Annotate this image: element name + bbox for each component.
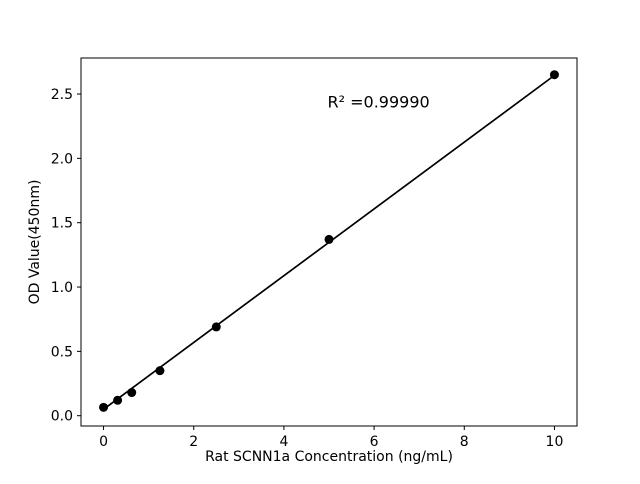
plot-content xyxy=(99,70,559,412)
y-axis-label: OD Value(450nm) xyxy=(27,180,43,305)
data-point xyxy=(155,366,165,376)
plot-border xyxy=(80,57,578,427)
data-point xyxy=(127,388,137,398)
y-tick-label: 0.0 xyxy=(51,409,73,425)
data-point xyxy=(324,234,334,244)
y-tick-label: 2.0 xyxy=(51,151,73,167)
data-point xyxy=(113,395,123,405)
x-axis-label: Rat SCNN1a Concentration (ng/mL) xyxy=(205,449,453,465)
x-tick-label: 8 xyxy=(460,434,469,450)
y-tick-label: 0.5 xyxy=(51,344,73,360)
axis-ticks: 0 2 4 6 8 10 0.0 0.5 1.0 1.5 2.0 2.5 xyxy=(51,87,564,450)
data-point xyxy=(549,70,559,80)
x-tick-label: 4 xyxy=(279,434,288,450)
data-point xyxy=(99,402,109,412)
x-tick-label: 10 xyxy=(546,434,564,450)
x-tick-label: 6 xyxy=(370,434,379,450)
x-tick-label: 0 xyxy=(99,434,108,450)
y-tick-label: 2.5 xyxy=(51,87,73,103)
data-point xyxy=(211,322,221,332)
y-tick-label: 1.0 xyxy=(51,280,73,296)
y-tick-label: 1.5 xyxy=(51,216,73,232)
x-tick-label: 2 xyxy=(189,434,198,450)
r-squared-annotation: R² =0.99990 xyxy=(328,93,430,112)
